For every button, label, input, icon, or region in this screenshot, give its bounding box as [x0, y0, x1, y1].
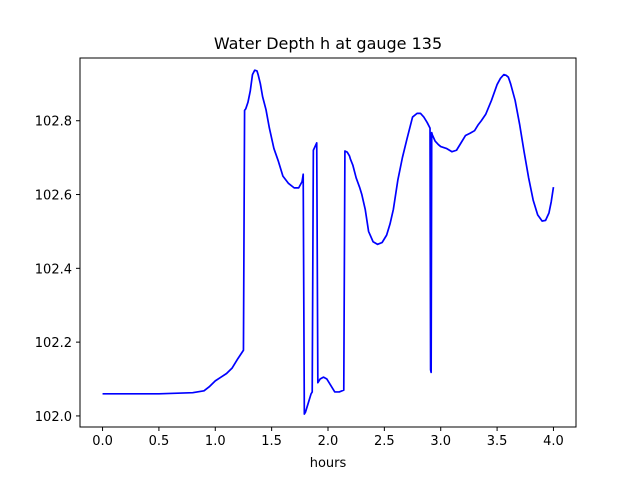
x-tick-label: 3.0 [430, 434, 451, 449]
y-axis: 102.0 102.2 102.4 102.6 102.8 [35, 115, 80, 425]
y-tick-label: 102.6 [35, 189, 72, 204]
y-tick-label: 102.0 [35, 410, 72, 425]
chart-title: Water Depth h at gauge 135 [214, 34, 442, 53]
y-tick-label: 102.4 [35, 262, 72, 277]
x-axis: 0.0 0.5 1.0 1.5 2.0 2.5 3.0 3.5 4.0 [92, 427, 564, 449]
y-tick-label: 102.8 [35, 115, 72, 130]
x-tick-label: 2.5 [374, 434, 395, 449]
series-line [102, 69, 555, 415]
x-tick-label: 4.0 [543, 434, 564, 449]
x-tick-label: 2.0 [318, 434, 339, 449]
x-tick-label: 1.0 [205, 434, 226, 449]
x-tick-label: 0.0 [92, 434, 113, 449]
x-tick-label: 0.5 [149, 434, 170, 449]
x-tick-label: 3.5 [487, 434, 508, 449]
plot-area [102, 69, 555, 415]
axes-frame [79, 57, 577, 428]
x-tick-label: 1.5 [261, 434, 282, 449]
x-axis-label: hours [310, 456, 347, 471]
y-tick-label: 102.2 [35, 336, 72, 351]
